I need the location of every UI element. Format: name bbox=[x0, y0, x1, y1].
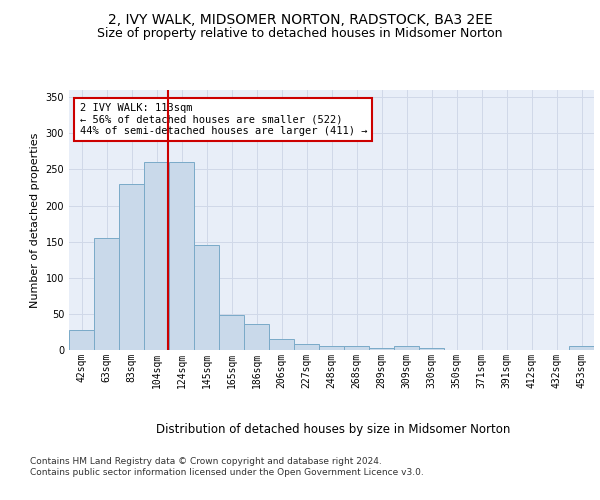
Bar bbox=[569, 346, 594, 350]
Text: 2 IVY WALK: 113sqm
← 56% of detached houses are smaller (522)
44% of semi-detach: 2 IVY WALK: 113sqm ← 56% of detached hou… bbox=[79, 103, 367, 136]
Bar bbox=[419, 348, 444, 350]
Bar bbox=[369, 348, 394, 350]
Bar bbox=[344, 346, 369, 350]
Bar bbox=[244, 324, 269, 350]
Text: Size of property relative to detached houses in Midsomer Norton: Size of property relative to detached ho… bbox=[97, 28, 503, 40]
Text: Distribution of detached houses by size in Midsomer Norton: Distribution of detached houses by size … bbox=[156, 422, 510, 436]
Bar bbox=[119, 184, 144, 350]
Bar bbox=[194, 246, 219, 350]
Text: Contains HM Land Registry data © Crown copyright and database right 2024.
Contai: Contains HM Land Registry data © Crown c… bbox=[30, 458, 424, 477]
Bar bbox=[94, 238, 119, 350]
Bar bbox=[169, 162, 194, 350]
Text: 2, IVY WALK, MIDSOMER NORTON, RADSTOCK, BA3 2EE: 2, IVY WALK, MIDSOMER NORTON, RADSTOCK, … bbox=[107, 12, 493, 26]
Bar bbox=[69, 330, 94, 350]
Bar bbox=[269, 339, 294, 350]
Bar bbox=[294, 344, 319, 350]
Bar bbox=[219, 316, 244, 350]
Bar bbox=[319, 346, 344, 350]
Bar bbox=[394, 346, 419, 350]
Bar bbox=[144, 162, 169, 350]
Y-axis label: Number of detached properties: Number of detached properties bbox=[30, 132, 40, 308]
